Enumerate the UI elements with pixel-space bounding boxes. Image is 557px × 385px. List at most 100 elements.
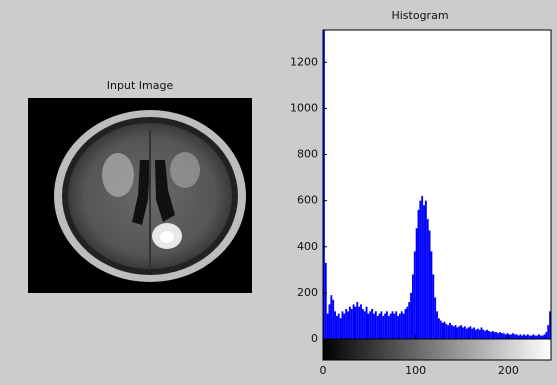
bar: [434, 297, 436, 339]
bar: [431, 251, 433, 339]
bar: [336, 316, 338, 339]
bar: [523, 334, 525, 339]
bar: [367, 314, 369, 339]
bar: [327, 314, 329, 339]
bar: [395, 311, 397, 339]
bar: [469, 326, 471, 339]
bar: [364, 311, 366, 339]
bar: [449, 323, 451, 339]
y-tick-label: 600: [297, 194, 318, 207]
bar: [447, 325, 449, 339]
bar: [462, 327, 464, 339]
bar: [529, 336, 531, 339]
y-tick-label: 0: [311, 332, 318, 345]
bar: [412, 274, 414, 339]
bar: [460, 325, 462, 339]
bar: [473, 327, 475, 339]
y-tick-label: 1000: [290, 101, 318, 114]
bar: [349, 307, 351, 339]
bar: [477, 329, 479, 339]
bar: [436, 311, 438, 339]
bar: [355, 307, 357, 339]
x-tick-label: 100: [405, 364, 426, 377]
bar: [540, 336, 542, 339]
bar: [495, 332, 497, 339]
bar: [510, 334, 512, 339]
gray-scale-bar: [323, 339, 551, 360]
bar: [369, 311, 371, 339]
bar: [330, 295, 332, 339]
bar: [334, 311, 336, 339]
bar: [342, 311, 344, 339]
bar: [451, 325, 453, 339]
bar: [379, 314, 381, 339]
bar: [414, 251, 416, 339]
figure: Input Image Histogram 020040060080010001…: [0, 0, 557, 381]
bar: [345, 309, 347, 339]
bar: [388, 316, 390, 339]
bar: [538, 334, 540, 339]
page: Input Image Histogram 020040060080010001…: [0, 0, 557, 385]
bar: [438, 318, 440, 339]
bar: [527, 334, 529, 339]
bar: [358, 307, 360, 339]
bar: [545, 332, 547, 339]
bar: [377, 316, 379, 339]
bar: [360, 304, 362, 339]
bar: [492, 331, 494, 339]
bar: [458, 326, 460, 339]
bar: [479, 330, 481, 339]
bar: [516, 334, 518, 339]
bar: [512, 333, 514, 339]
bar: [373, 314, 375, 339]
bar: [471, 329, 473, 339]
bar: [525, 336, 527, 339]
bar: [338, 314, 340, 339]
bar: [366, 307, 368, 339]
bar: [419, 201, 421, 339]
bar: [325, 263, 327, 339]
bar: [475, 330, 477, 339]
bar: [519, 334, 521, 339]
bar: [501, 333, 503, 339]
bar: [442, 323, 444, 339]
bar: [384, 314, 386, 339]
bar: [468, 327, 470, 339]
bar: [536, 336, 538, 339]
bar: [494, 332, 496, 339]
bar: [466, 329, 468, 339]
y-tick-label: 800: [297, 148, 318, 161]
bar: [518, 336, 520, 339]
bar: [486, 330, 488, 339]
bar: [425, 201, 427, 339]
bar: [503, 333, 505, 339]
bar: [455, 325, 457, 339]
bar: [332, 300, 334, 339]
bar: [534, 336, 536, 339]
bar: [499, 332, 501, 339]
bar: [443, 322, 445, 339]
bar: [405, 309, 407, 339]
plot-area: [323, 30, 551, 339]
bar: [488, 331, 490, 339]
x-tick-label: 0: [320, 364, 327, 377]
bar: [427, 219, 429, 339]
bar: [329, 304, 331, 339]
bar: [393, 314, 395, 339]
bar: [490, 332, 492, 339]
y-tick-label: 400: [297, 240, 318, 253]
bar: [531, 336, 533, 339]
bar: [484, 331, 486, 339]
bar: [464, 326, 466, 339]
bar: [481, 327, 483, 339]
input-image: [28, 98, 252, 293]
bar: [397, 316, 399, 339]
bar: [410, 293, 412, 339]
bar: [380, 311, 382, 339]
bar: [347, 311, 349, 339]
x-tick-label: 200: [498, 364, 519, 377]
bar: [542, 336, 544, 339]
bar: [382, 316, 384, 339]
bar: [416, 228, 418, 339]
bar: [421, 196, 423, 339]
